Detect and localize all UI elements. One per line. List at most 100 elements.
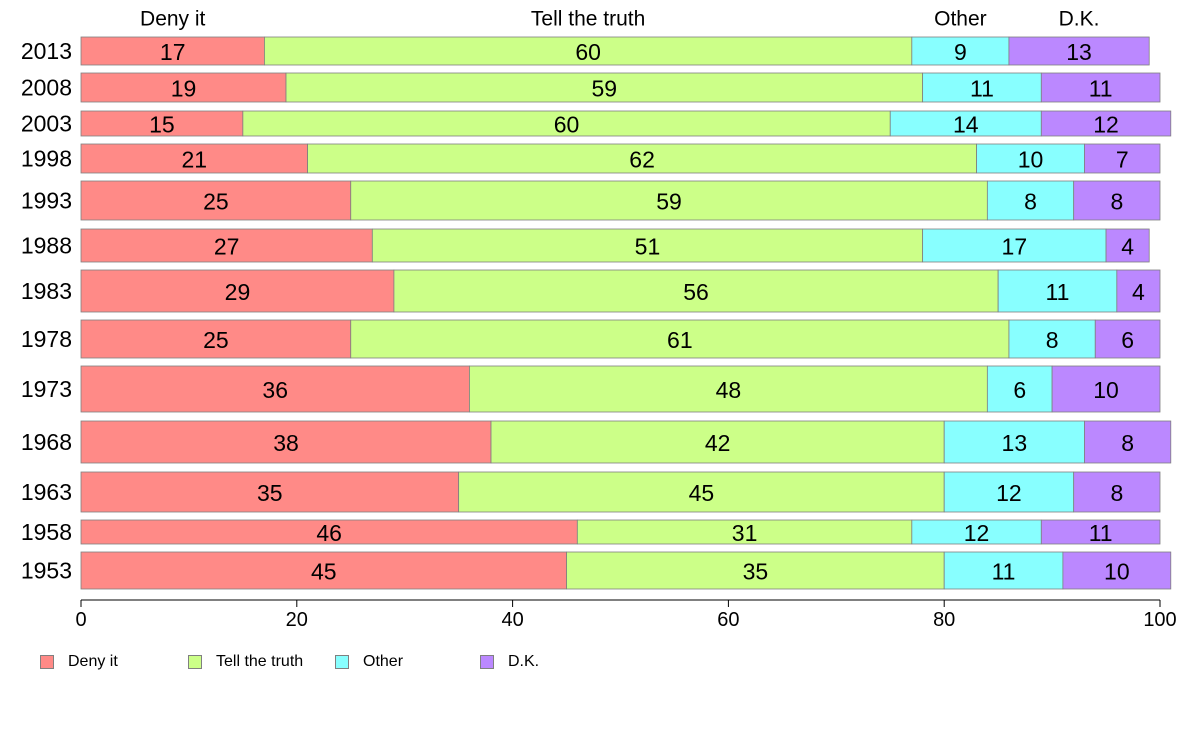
bar-segment [922,228,1107,263]
data-label: 10 [1093,377,1119,403]
y-tick-label: 2008 [21,75,72,101]
bar-segment [943,420,1085,464]
data-label: 29 [225,279,251,305]
bar-segment [1116,269,1161,313]
legend-label: D.K. [508,653,540,670]
data-label: 14 [953,112,979,138]
data-label: 11 [970,76,994,102]
bar-segment [943,551,1064,590]
bar-segment [986,365,1053,413]
bar-segment [943,471,1075,513]
data-label: 11 [1089,520,1113,546]
bar-segment [80,143,308,174]
legend-label: Deny it [68,653,118,670]
bar-segment [307,143,977,174]
data-label: 35 [257,480,283,506]
legend-label: Other [363,653,404,670]
data-label: 8 [1110,480,1123,506]
bar-segment [350,180,988,221]
y-tick-label: 1953 [21,558,72,584]
data-label: 25 [203,327,229,353]
y-axis-labels: 2013 2008 2003 1998 1993 1988 1983 1978 1973 1968… [21,38,72,584]
y-tick-label: 1998 [21,146,72,172]
data-label: 21 [181,147,207,173]
bar-segment [264,36,913,66]
bar-segment [490,420,945,464]
bar-segment [1051,365,1161,413]
bar-segment [986,180,1075,221]
column-header-label: D.K. [1059,8,1100,31]
bar-segment [80,319,352,359]
data-label: 46 [316,520,342,546]
data-label: 8 [1046,327,1059,353]
legend: Deny it Tell the truth Other D.K. [40,652,740,672]
data-label: 4 [1132,279,1145,305]
data-label: 59 [656,189,682,215]
y-tick-label: 1963 [21,479,72,505]
x-tick-label: 60 [717,609,739,631]
data-label: 12 [996,480,1022,506]
data-label: 59 [592,76,618,102]
bar-segment [80,228,373,263]
x-tick-label: 100 [1143,609,1176,631]
data-label: 12 [964,520,990,546]
y-tick-label: 1988 [21,233,72,259]
bar-segment [1073,180,1161,221]
data-label: 61 [667,327,693,353]
data-label: 8 [1024,189,1037,215]
column-header-label: Tell the truth [531,8,645,31]
y-tick-label: 1993 [21,188,72,214]
data-label: 45 [689,480,715,506]
data-label: 25 [203,189,229,215]
legend-item: Deny it [40,652,118,672]
bar-segment [911,519,1042,545]
data-label: 11 [1046,279,1070,305]
bar-segment [80,36,265,66]
data-label: 56 [683,279,709,305]
bar-segment [80,72,287,103]
legend-item: Other [335,652,403,672]
y-tick-label: 2013 [21,38,72,64]
bar-segment [80,519,578,545]
data-label: 15 [149,112,175,138]
data-label: 12 [1093,112,1119,138]
bar-segment [469,365,988,413]
data-label: 13 [1002,430,1028,456]
data-label: 35 [743,559,769,585]
data-label: 8 [1121,430,1134,456]
data-label: 17 [1002,234,1028,260]
column-header-label: Deny it [140,8,206,31]
data-label: 42 [705,430,731,456]
data-label: 11 [1089,76,1113,102]
bar-segment [80,269,395,313]
data-label: 7 [1116,147,1129,173]
data-label: 9 [954,39,967,65]
legend-label: Tell the truth [216,653,304,670]
bar-segment [576,519,913,545]
data-label: 38 [273,430,299,456]
bar-segment [80,110,244,137]
x-tick-label: 20 [286,609,308,631]
bar-segment [922,72,1042,103]
bar-segment [80,180,352,221]
data-label: 31 [732,520,758,546]
legend-item: D.K. [480,652,539,672]
bar-segment [80,471,460,513]
bar-segment [1073,471,1161,513]
data-label: 60 [554,112,580,138]
y-tick-label: 1978 [21,326,72,352]
bar-segment [1105,228,1150,263]
data-label: 36 [262,377,288,403]
x-axis: 0 20 40 60 80 100 [75,599,1177,631]
bar-segment [1008,319,1096,359]
legend-swatch [40,655,54,669]
bar-segment [80,551,567,590]
legend-swatch [480,655,494,669]
data-label: 62 [629,147,655,173]
x-tick-label: 80 [933,609,955,631]
column-header-label: Other [934,8,987,31]
legend-item: Tell the truth [188,652,303,672]
bar-segment [371,228,924,263]
legend-swatch [188,655,202,669]
